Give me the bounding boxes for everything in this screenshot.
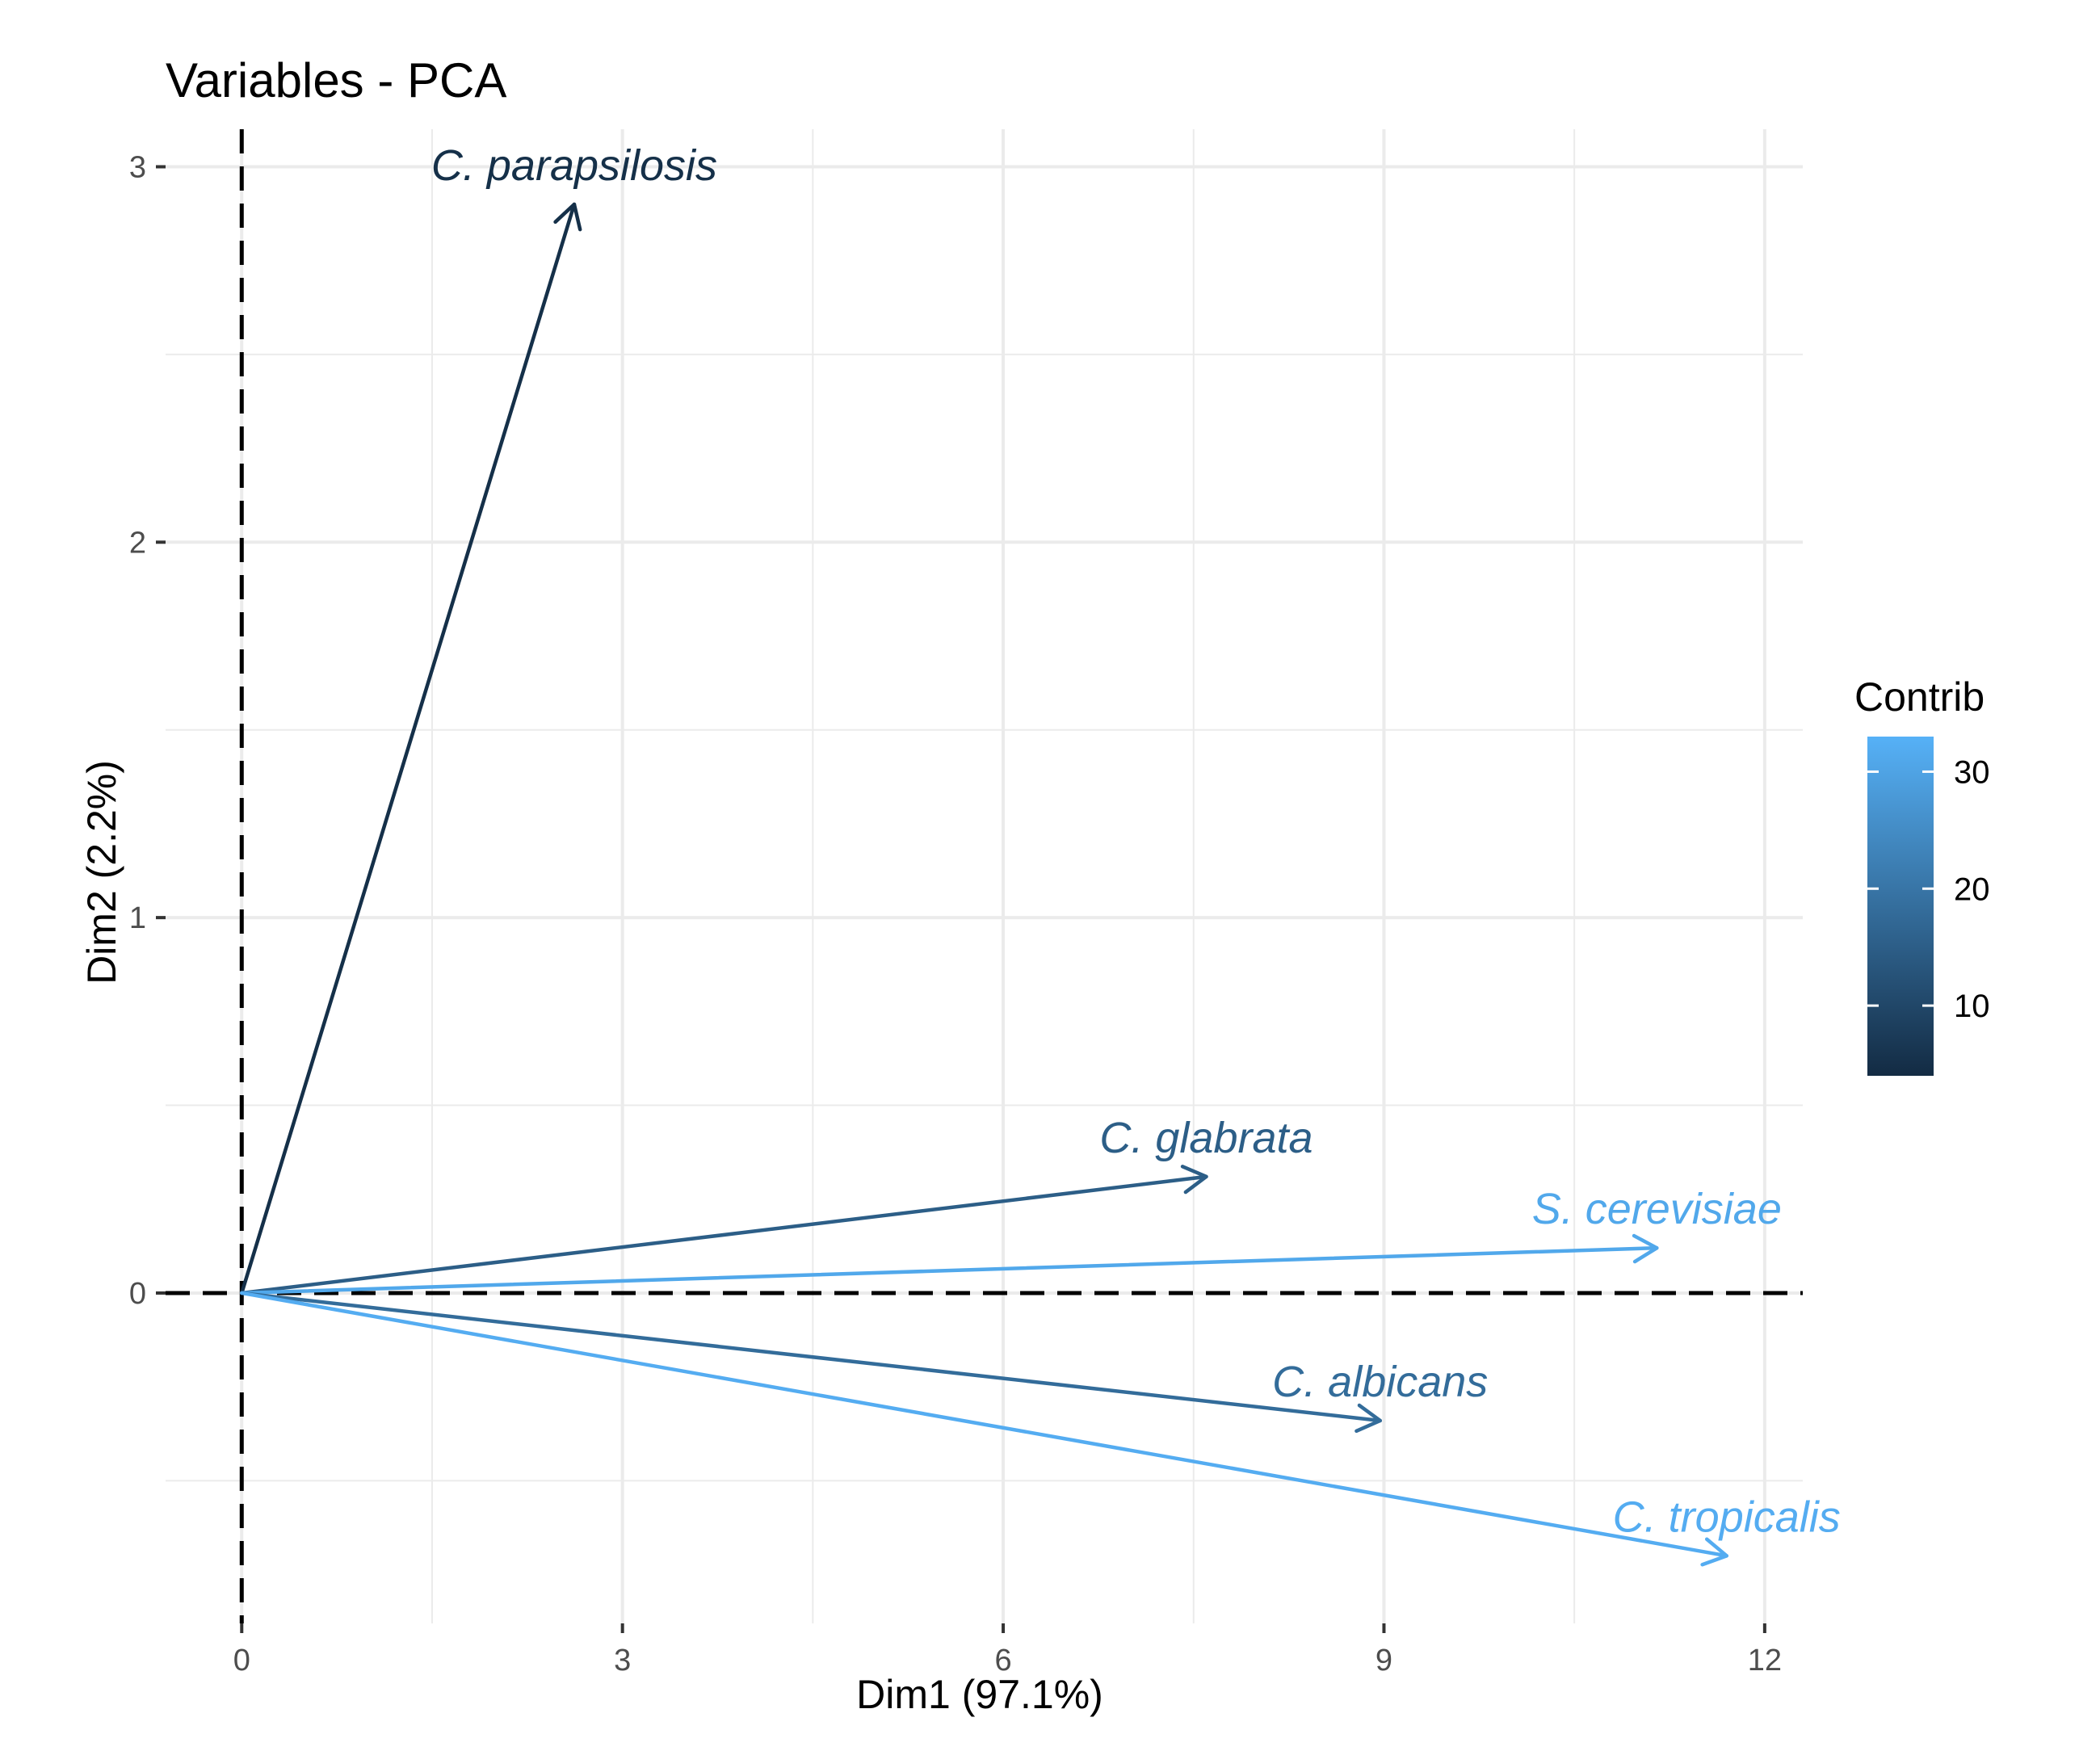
arrow-shaft [240, 1291, 1728, 1558]
legend-tick-label: 20 [1954, 871, 1990, 907]
legend-ticks: 30 20 10 [1867, 754, 1990, 1024]
arrow-shaft [240, 202, 577, 1295]
y-tick-label: 1 [129, 901, 146, 935]
arrow-shaft [240, 1174, 1208, 1295]
x-tick-label: 3 [614, 1644, 631, 1678]
legend-tick-label: 30 [1954, 754, 1990, 790]
y-tick-label: 0 [129, 1277, 146, 1311]
legend-colorbar [1867, 737, 1934, 1076]
arrow-shaft [240, 1245, 1659, 1295]
x-tick-label: 6 [994, 1644, 1011, 1678]
x-axis-title: Dim1 (97.1%) [856, 1672, 1103, 1717]
arrow-head [1354, 1403, 1383, 1434]
arrow-shaft [240, 1291, 1383, 1423]
arrow-head [553, 202, 582, 232]
legend-tick-label: 10 [1954, 989, 1990, 1024]
variable-label: S. cerevisiae [1532, 1185, 1782, 1233]
y-tick-label: 2 [129, 526, 146, 560]
x-tick-label: 12 [1748, 1644, 1782, 1678]
variable-label: C. parapsilosis [431, 141, 717, 190]
reference-lines [166, 129, 1803, 1623]
chart-title: Variables - PCA [166, 53, 506, 107]
y-axis-title: Dim2 (2.2%) [79, 760, 124, 985]
contrib-legend: Contrib 30 20 10 [1854, 674, 1990, 1076]
x-tick-label: 9 [1376, 1644, 1392, 1678]
variable-label: C. glabrata [1099, 1114, 1312, 1162]
arrow-head [1632, 1233, 1659, 1264]
legend-title: Contrib [1854, 674, 1984, 720]
variable-label: C. albicans [1272, 1358, 1488, 1406]
variable-arrows: C. parapsilosis C. glabrata S. cerevisiae C… [240, 141, 1841, 1567]
x-tick-label: 0 [233, 1644, 250, 1678]
arrow-head [1700, 1537, 1728, 1567]
y-tick-label: 3 [129, 150, 146, 184]
arrow-head [1180, 1165, 1208, 1195]
variable-label: C. tropicalis [1613, 1493, 1841, 1541]
grid-lines [166, 129, 1803, 1623]
